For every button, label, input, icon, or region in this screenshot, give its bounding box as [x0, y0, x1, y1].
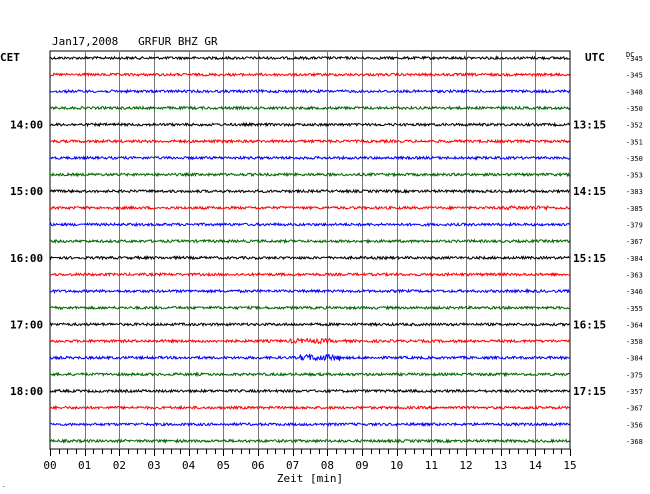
dc-offset-value: -367 [626, 238, 643, 246]
dc-offset-value: -385 [626, 205, 643, 213]
x-tick-label: 14 [529, 459, 543, 472]
dc-offset-value: -345 [626, 72, 643, 80]
trace-20 [49, 371, 570, 378]
x-tick-label: 01 [78, 459, 91, 472]
trace-17 [49, 321, 570, 328]
x-tick-label: 12 [459, 459, 472, 472]
dc-offset-value: -355 [626, 305, 643, 313]
dc-offset-value: -356 [626, 421, 643, 429]
right-hour-label: 14:15 [573, 185, 606, 198]
trace-4 [49, 105, 571, 111]
left-timezone-label: CET [0, 51, 20, 64]
dc-offset-value: -350 [626, 155, 643, 163]
right-hour-label: 13:15 [573, 119, 606, 132]
dc-offset-value: -358 [626, 338, 643, 346]
x-tick-label: 07 [286, 459, 299, 472]
dc-offset-value: -384 [626, 355, 643, 363]
x-tick-label: 11 [425, 459, 438, 472]
x-axis-ticks: 00 01 02 03 04 05 06 07 08 09 10 11 12 13 14 15 [43, 449, 577, 472]
left-hour-label: 14:00 [10, 119, 43, 132]
trace-22 [49, 404, 571, 411]
dc-offset-value: -350 [626, 105, 643, 113]
x-tick-label: 13 [494, 459, 507, 472]
dc-offset-value: -383 [626, 188, 643, 196]
trace-21 [49, 388, 571, 394]
x-axis-label: Zeit [min] [277, 472, 343, 485]
trace-2 [49, 71, 571, 78]
x-tick-label: 00 [43, 459, 56, 472]
right-hour-label: 17:15 [573, 385, 606, 398]
labels: Jan17,2008 GRFUR BHZ GR CET UTC DC Zeit … [0, 35, 643, 485]
left-hour-label: 17:00 [10, 318, 43, 331]
trace-8 [49, 171, 571, 178]
right-hour-label: 16:15 [573, 318, 606, 331]
trace-5 [49, 121, 571, 128]
left-hour-label: 18:00 [10, 385, 43, 398]
x-tick-label: 02 [113, 459, 126, 472]
dc-offset-value: -363 [626, 271, 643, 279]
x-tick-label: 06 [251, 459, 264, 472]
dc-offset-value: -367 [626, 405, 643, 413]
dc-offset-value: -364 [626, 321, 643, 329]
trace-1 [49, 55, 570, 61]
x-tick-label: 10 [390, 459, 403, 472]
trace-11 [49, 221, 570, 228]
traces [49, 55, 571, 444]
trace-23 [49, 421, 571, 428]
dc-offset-value: -353 [626, 172, 643, 180]
trace-9 [49, 188, 571, 194]
dc-offset-value: -379 [626, 222, 643, 230]
dc-offset-value: -351 [626, 138, 643, 146]
dc-offset-value: -375 [626, 371, 643, 379]
corner-mark: . [2, 482, 6, 489]
x-tick-label: 04 [182, 459, 196, 472]
chart-title: Jan17,2008 GRFUR BHZ GR [52, 35, 218, 48]
trace-7 [49, 154, 571, 161]
trace-16 [49, 304, 571, 311]
x-tick-label: 05 [217, 459, 230, 472]
dc-offset-value: -352 [626, 122, 643, 130]
trace-6 [49, 138, 571, 145]
trace-13 [49, 255, 570, 261]
dc-offset-value: -368 [626, 438, 643, 446]
dc-offset-value: -346 [626, 288, 643, 296]
right-hour-label: 15:15 [573, 252, 606, 265]
trace-14 [49, 271, 570, 278]
x-tick-label: 08 [321, 459, 334, 472]
x-tick-label: 09 [355, 459, 368, 472]
dc-offset-value: -357 [626, 388, 643, 396]
grid [49, 50, 571, 450]
trace-3 [49, 88, 571, 94]
x-tick-label: 15 [563, 459, 576, 472]
right-timezone-label: UTC [585, 51, 605, 64]
trace-10 [49, 204, 571, 212]
left-hour-label: 16:00 [10, 252, 43, 265]
left-hour-label: 15:00 [10, 185, 43, 198]
dc-offset-value: -345 [626, 55, 643, 63]
trace-15 [49, 288, 570, 295]
x-tick-label: 03 [147, 459, 160, 472]
trace-24 [49, 438, 571, 444]
trace-12 [49, 238, 571, 245]
dc-offset-value: -348 [626, 88, 643, 96]
dc-offset-value: -384 [626, 255, 643, 263]
dc-label: DC [626, 51, 634, 59]
trace-19 [49, 353, 571, 362]
trace-18 [49, 337, 571, 345]
